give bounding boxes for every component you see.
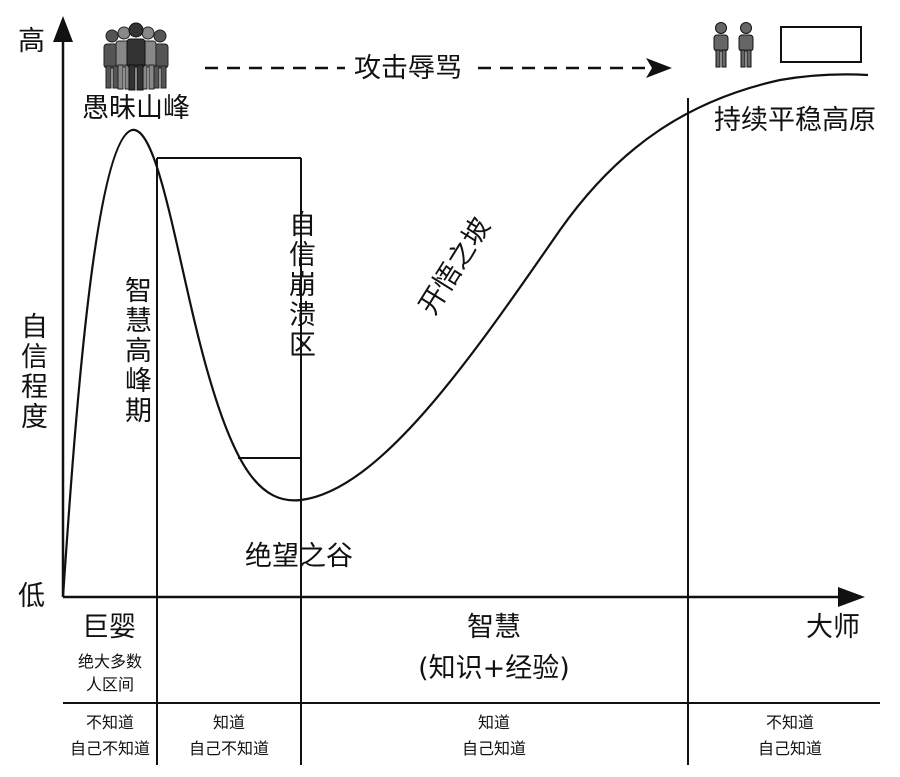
wisdom-peak-period-label: 智慧高峰期 [120, 276, 151, 426]
stupid-peak-label: 愚昧山峰 [82, 93, 190, 124]
quadrant-3-line2: 自己知道 [461, 739, 527, 758]
blank-sign-icon [780, 26, 862, 63]
y-axis-low-label: 低 [18, 581, 45, 612]
quadrant-3-line1: 知道 [477, 713, 511, 732]
two-persons-icon [713, 22, 754, 68]
crowd-icon [103, 22, 169, 91]
wisdom-stage-label: 智慧 [467, 612, 521, 643]
master-label: 大师 [806, 612, 860, 643]
majority-label-line1: 绝大多数 [77, 652, 143, 671]
valley-label: 绝望之谷 [245, 541, 353, 572]
confidence-collapse-label: 自信崩溃区 [284, 210, 315, 360]
attack-arrowhead [646, 58, 672, 78]
y-axis-title: 自信程度 [16, 312, 47, 432]
giant-baby-label: 巨婴 [82, 612, 136, 643]
quadrant-4-line2: 自己知道 [757, 739, 823, 758]
confidence-curve [61, 73, 869, 598]
quadrant-4-line1: 不知道 [765, 713, 815, 732]
y-axis-arrow [53, 16, 73, 42]
quadrant-1-line1: 不知道 [85, 713, 135, 732]
quadrant-2-line1: 知道 [212, 713, 246, 732]
quadrant-2-line2: 自己不知道 [188, 739, 270, 758]
y-axis-high-label: 高 [18, 26, 45, 57]
attack-label: 攻击辱骂 [354, 53, 462, 84]
majority-label-line2: 人区间 [85, 675, 135, 694]
wisdom-sub-label: (知识+经验) [418, 653, 570, 684]
quadrant-1-line2: 自己不知道 [69, 739, 151, 758]
plateau-label: 持续平稳高原 [714, 105, 876, 136]
x-axis-arrow [838, 587, 865, 607]
